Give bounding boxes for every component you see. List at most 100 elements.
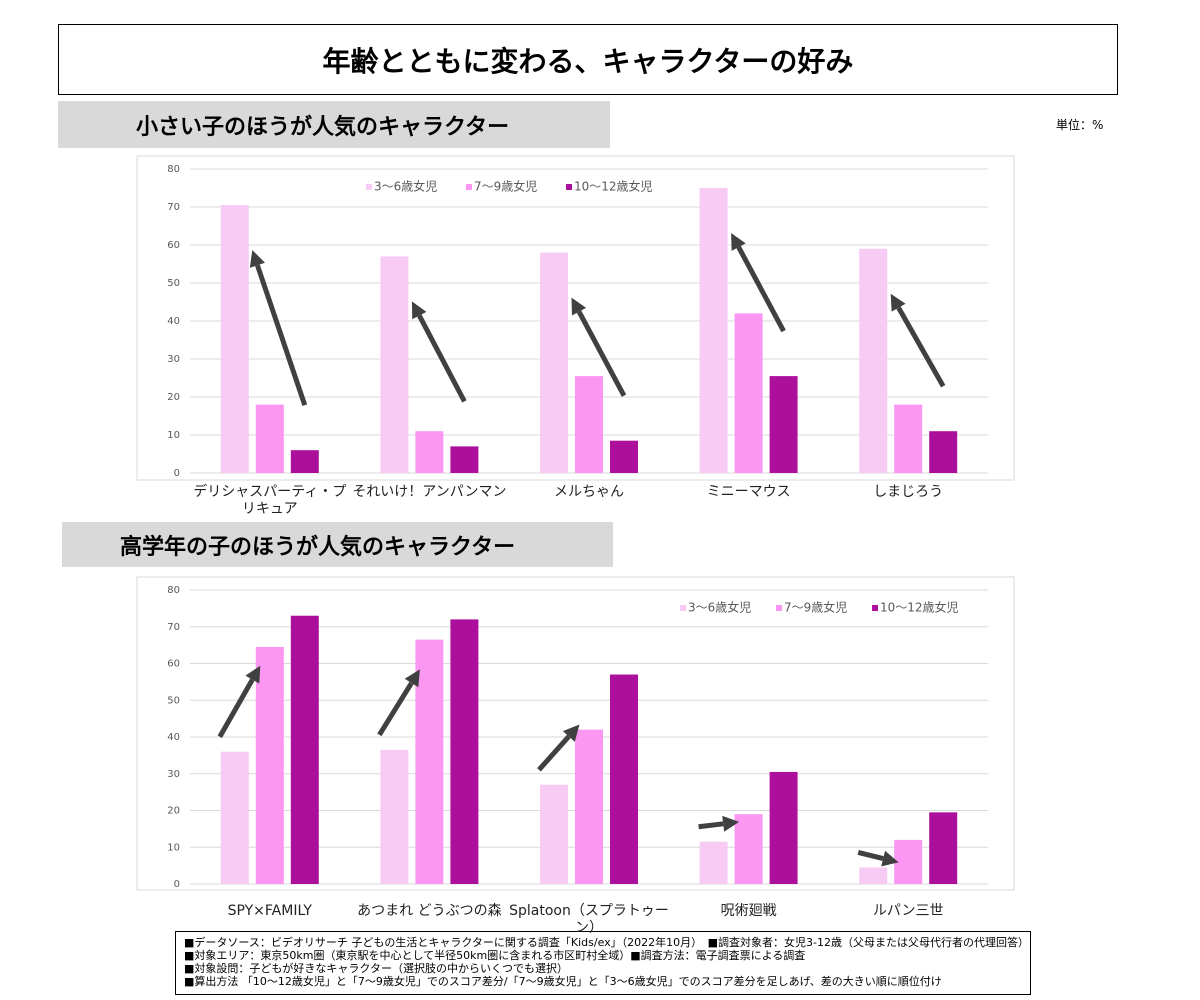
- legend-label: 3～6歳女児: [374, 179, 437, 194]
- bar: [255, 404, 284, 473]
- trend-arrow-head: [731, 233, 746, 251]
- bar: [415, 431, 444, 473]
- y-tick-label: 80: [167, 585, 180, 596]
- bar: [859, 248, 888, 473]
- trend-arrow-head: [571, 297, 587, 316]
- y-tick-label: 60: [167, 659, 180, 670]
- x-tick-label: しまじろう: [873, 484, 944, 500]
- y-tick-label: 0: [174, 879, 180, 890]
- legend-swatch: [466, 184, 472, 190]
- bar: [610, 440, 638, 473]
- bar: [894, 839, 923, 884]
- bar: [450, 619, 479, 884]
- y-tick-label: 20: [167, 806, 180, 817]
- y-tick-label: 70: [167, 202, 180, 213]
- y-tick-label: 60: [167, 240, 180, 251]
- bar: [894, 404, 923, 473]
- trend-arrow: [576, 310, 627, 397]
- section-title: 小さい子のほうが人気のキャラクター: [58, 101, 610, 148]
- trend-arrow-head: [411, 301, 427, 320]
- trend-arrow: [857, 850, 884, 861]
- bar: [290, 615, 319, 884]
- bar: [255, 646, 284, 884]
- y-tick-label: 10: [167, 430, 180, 441]
- legend-swatch: [366, 184, 372, 190]
- legend-label: 7～9歳女児: [474, 179, 537, 194]
- bar: [769, 771, 798, 884]
- legend-swatch: [872, 605, 878, 611]
- y-tick-label: 40: [167, 732, 180, 743]
- y-tick-label: 80: [167, 164, 180, 175]
- trend-arrow-head: [249, 250, 266, 268]
- bar: [610, 674, 638, 884]
- bar: [929, 812, 958, 884]
- bar: [220, 751, 249, 884]
- x-tick-label: あつまれ どうぶつの森: [357, 903, 502, 919]
- trend-arrow-head: [881, 850, 899, 867]
- bar: [734, 814, 763, 884]
- trend-arrow: [896, 306, 946, 388]
- bar: [540, 252, 568, 473]
- note-line: ■データソース：ビデオリサーチ 子どもの生活とキャラクターに関する調査「Kids…: [184, 936, 1030, 949]
- notes: ■データソース：ビデオリサーチ 子どもの生活とキャラクターに関する調査「Kids…: [175, 931, 1031, 995]
- bar: [220, 205, 249, 473]
- trend-arrow: [537, 734, 571, 772]
- bar: [734, 313, 763, 473]
- trend-arrow: [217, 678, 255, 738]
- bar: [575, 376, 603, 473]
- y-tick-label: 0: [174, 468, 180, 479]
- y-tick-label: 70: [167, 622, 180, 633]
- y-tick-label: 50: [167, 695, 180, 706]
- chart-frame: [136, 576, 1015, 891]
- x-tick-label: メルちゃん: [554, 484, 624, 500]
- bar: [290, 450, 319, 473]
- page-title: 年齢とともに変わる、キャラクターの好み: [58, 24, 1118, 95]
- note-line: ■算出方法 「10～12歳女児」と「7～9歳女児」でのスコア差分/「7～9歳女児…: [184, 975, 942, 988]
- bar: [929, 431, 958, 473]
- unit-label: 単位：%: [1056, 118, 1104, 132]
- legend-label: 10～12歳女児: [574, 179, 653, 194]
- bar: [575, 729, 603, 884]
- bar: [699, 841, 728, 884]
- x-tick-label: それいけ！アンパンマン: [352, 484, 507, 500]
- note-line: ■対象エリア：東京50km圏（東京駅を中心として半径50km圏に含まれる市区町村…: [184, 949, 806, 962]
- bar: [380, 256, 409, 473]
- y-tick-label: 40: [167, 316, 180, 327]
- bar: [380, 749, 409, 884]
- trend-arrow: [377, 681, 414, 737]
- trend-arrow-head: [562, 724, 580, 742]
- y-tick-label: 30: [167, 769, 180, 780]
- y-tick-label: 50: [167, 278, 180, 289]
- y-tick-label: 10: [167, 842, 180, 853]
- legend-swatch: [776, 605, 782, 611]
- trend-arrow-head: [245, 665, 261, 684]
- trend-arrow: [255, 264, 308, 407]
- bar: [699, 188, 728, 473]
- trend-arrow-head: [404, 669, 420, 688]
- y-tick-label: 20: [167, 392, 180, 403]
- chart-frame: [136, 155, 1015, 481]
- legend-label: 3～6歳女児: [688, 600, 751, 615]
- bar: [859, 867, 888, 884]
- x-tick-label: SPY×FAMILY: [227, 903, 312, 919]
- legend-label: 10～12歳女児: [880, 600, 959, 615]
- trend-arrow: [736, 245, 786, 333]
- trend-arrow: [698, 821, 724, 830]
- note-line: ■対象設問：子どもが好きなキャラクター（選択肢の中からいくつでも選択）: [184, 962, 568, 975]
- bar: [415, 639, 444, 884]
- x-tick-label: Splatoon（スプラトゥーン）: [509, 903, 669, 936]
- trend-arrow-head: [722, 815, 740, 832]
- bar: [540, 784, 568, 884]
- trend-arrow: [417, 314, 467, 403]
- legend-swatch: [566, 184, 572, 190]
- legend-label: 7～9歳女児: [784, 600, 847, 615]
- bar: [769, 376, 798, 473]
- x-tick-label: ルパン三世: [872, 903, 944, 919]
- x-tick-label: 呪術廻戦: [720, 903, 777, 919]
- x-tick-label: ミニーマウス: [706, 484, 791, 500]
- trend-arrow-head: [890, 293, 906, 312]
- section-title: 高学年の子のほうが人気のキャラクター: [62, 522, 613, 567]
- bar: [450, 446, 479, 473]
